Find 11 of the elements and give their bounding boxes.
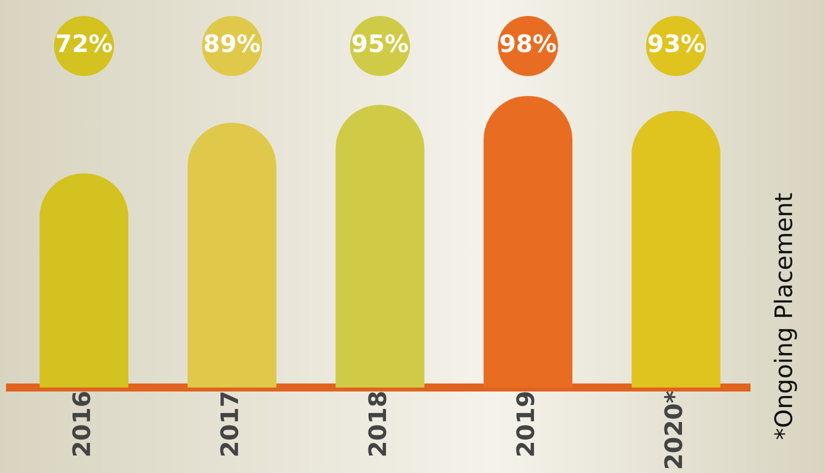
x-tick-label: 2018 (364, 390, 392, 458)
text: *Ongoing Placement (770, 192, 798, 440)
x-tick-label: 2019 (512, 390, 540, 458)
data-label: 72% (55, 30, 113, 58)
data-label: 89% (203, 30, 261, 58)
x-tick-label: 2020* (660, 390, 688, 470)
data-label: 98% (499, 30, 557, 58)
data-label: 93% (647, 30, 705, 58)
x-tick-label: 2016 (68, 390, 96, 458)
x-tick-label: 2017 (216, 390, 244, 458)
data-label: 95% (351, 30, 409, 58)
